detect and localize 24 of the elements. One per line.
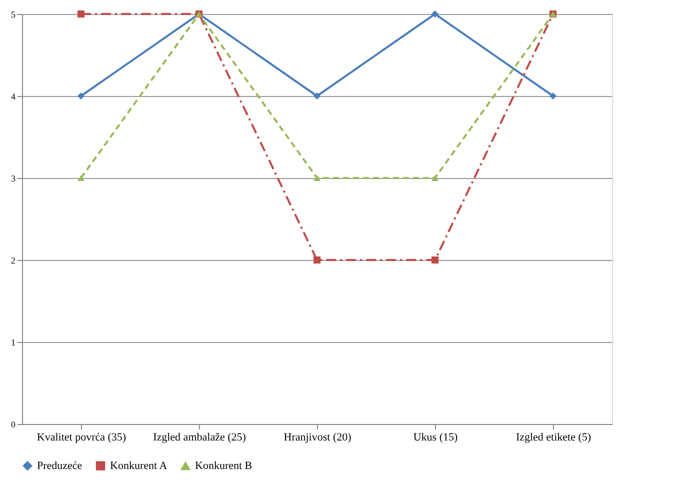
x-tick-label: Izgled etikete (5) <box>516 432 592 444</box>
x-tick-label: Kvalitet povrća (35) <box>36 432 126 444</box>
y-tick-label: 3 <box>11 174 16 184</box>
y-tick-label: 2 <box>11 256 16 266</box>
point <box>313 256 321 264</box>
point <box>77 92 85 100</box>
point <box>431 10 439 18</box>
point <box>313 174 321 182</box>
point <box>431 174 439 182</box>
y-tick-label: 5 <box>11 10 16 20</box>
point <box>313 92 321 100</box>
y-tick-label: 4 <box>11 92 16 102</box>
legend-label: Preduzeće <box>37 460 82 472</box>
x-tick-label: Izgled ambalaže (25) <box>153 432 246 444</box>
legend-label: Konkurent A <box>110 460 168 472</box>
point <box>77 10 85 18</box>
point <box>77 174 85 182</box>
y-tick-label: 0 <box>11 420 16 430</box>
x-tick-label: Ukus (15) <box>413 432 458 444</box>
x-tick-label: Hranjivost (20) <box>284 432 352 444</box>
point <box>431 256 439 264</box>
y-tick-label: 1 <box>11 338 16 348</box>
point <box>549 92 557 100</box>
legend-label: Konkurent B <box>195 460 252 472</box>
